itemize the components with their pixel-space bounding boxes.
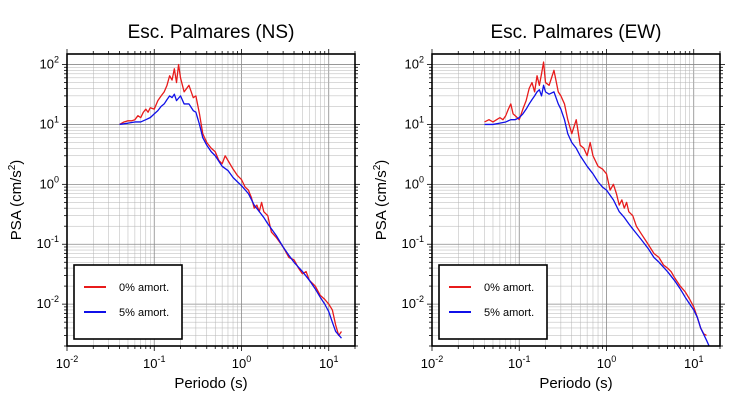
chart-title: Esc. Palmares (EW) (490, 22, 661, 43)
tick-marks (427, 49, 725, 351)
tick-marks (62, 49, 360, 351)
plot-frame (66, 53, 356, 347)
x-tick-label: 10-1 (508, 354, 530, 371)
legend-label: 5% amort. (119, 307, 169, 319)
plot-frame (431, 53, 721, 347)
series-line-damping-5 (119, 93, 342, 339)
y-tick-label: 102 (405, 55, 424, 72)
legend-label: 0% amort. (119, 282, 169, 294)
y-tick-label: 10-2 (37, 294, 59, 311)
y-tick-label: 101 (405, 114, 424, 131)
x-tick-label: 100 (597, 354, 616, 371)
y-axis-label: PSA (cm/s2) (372, 160, 390, 241)
legend-box (73, 264, 183, 340)
y-tick-label: 101 (40, 114, 59, 131)
y-tick-label: 102 (40, 55, 59, 72)
y-tick-label: 10-1 (402, 234, 424, 251)
grid-lines (431, 54, 721, 347)
x-tick-label: 10-2 (56, 354, 78, 371)
chart-panel-1: 10-2 10-1 100 101 10-2 10-1 100 101 102 Esc. Palm… (7, 22, 360, 392)
series-line-damping-0 (484, 61, 707, 337)
chart-title: Esc. Palmares (NS) (128, 22, 295, 43)
x-tick-label: 10-2 (421, 354, 443, 371)
y-tick-label: 10-1 (37, 234, 59, 251)
y-tick-label: 10-2 (402, 294, 424, 311)
x-tick-label: 101 (684, 354, 703, 371)
series-line-damping-5 (484, 84, 710, 347)
legend: 0% amort. 5% amort. (73, 264, 183, 340)
x-axis-label: Periodo (s) (539, 375, 612, 392)
chart-panel-2: 10-2 10-1 100 101 10-2 10-1 100 101 102 Esc. Palm… (372, 22, 725, 392)
legend: 0% amort. 5% amort. (438, 264, 548, 340)
x-tick-label: 100 (232, 354, 251, 371)
y-tick-label: 100 (405, 174, 424, 191)
x-tick-label: 10-1 (143, 354, 165, 371)
x-tick-label: 101 (319, 354, 338, 371)
y-axis-label: PSA (cm/s2) (7, 160, 25, 241)
legend-label: 0% amort. (484, 282, 534, 294)
legend-box (438, 264, 548, 340)
series-line-damping-0 (119, 63, 343, 337)
x-axis-label: Periodo (s) (174, 375, 247, 392)
legend-label: 5% amort. (484, 307, 534, 319)
y-tick-label: 100 (40, 174, 59, 191)
